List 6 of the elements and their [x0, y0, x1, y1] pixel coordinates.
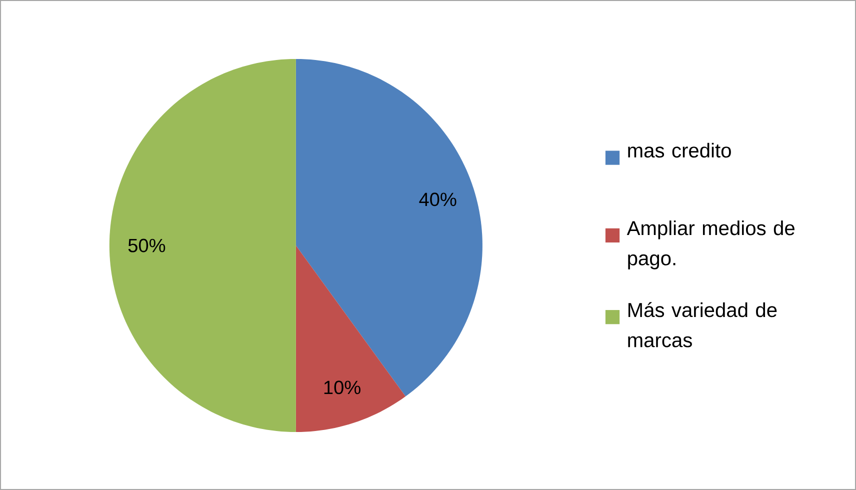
legend-label: Más variedad de marcas	[628, 302, 777, 348]
data-label: 50%	[128, 238, 166, 252]
legend-label: mas credito	[628, 142, 731, 158]
data-label: 10%	[324, 380, 360, 394]
data-label: 40%	[419, 192, 456, 206]
legend-label: Ampliar medios de pago.	[626, 220, 794, 270]
